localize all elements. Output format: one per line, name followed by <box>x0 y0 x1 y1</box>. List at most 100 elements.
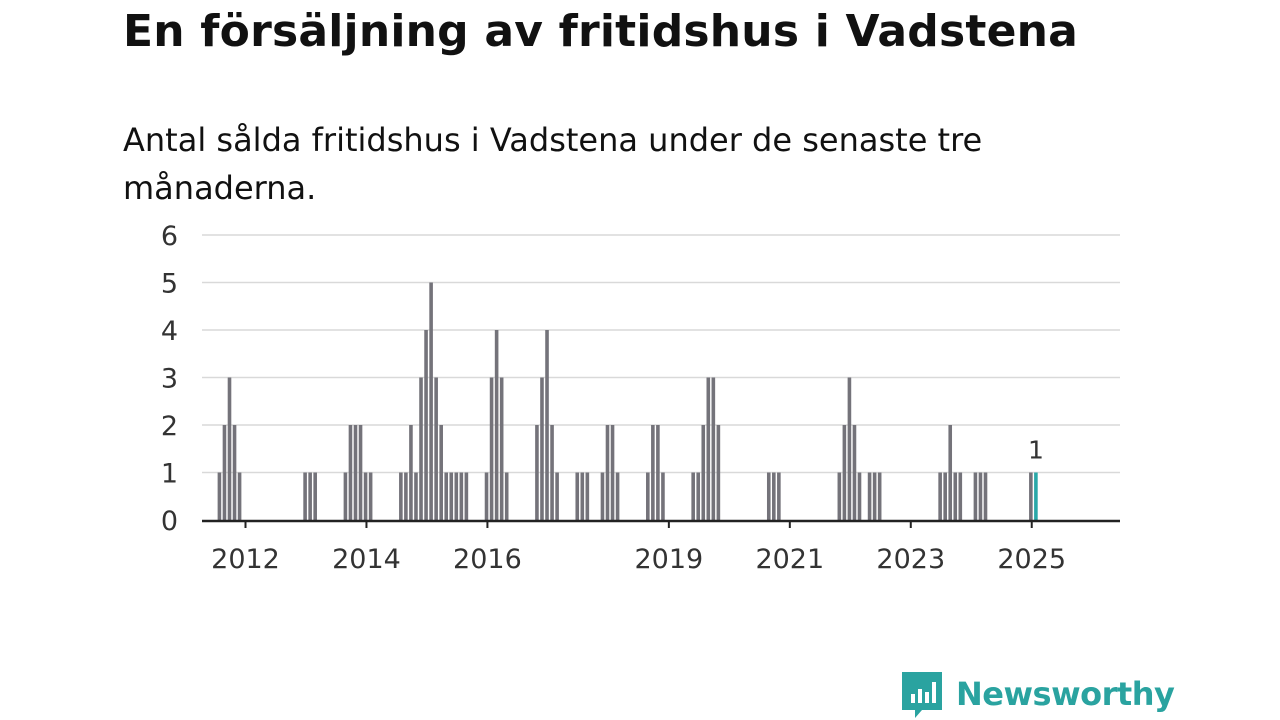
bar <box>953 472 958 520</box>
x-tick-label: 2014 <box>332 544 401 575</box>
bar <box>439 425 443 520</box>
bar <box>414 472 418 520</box>
newsworthy-logo: Newsworthy <box>902 670 1175 718</box>
bar <box>691 472 695 520</box>
bar <box>232 425 237 520</box>
bar <box>656 425 660 520</box>
bar <box>540 377 544 520</box>
bar <box>444 472 449 520</box>
bar <box>454 472 459 520</box>
bar <box>348 425 353 520</box>
bar <box>701 425 706 520</box>
bar <box>545 330 549 520</box>
bar <box>857 472 862 520</box>
bar <box>459 472 464 520</box>
x-tick-label: 2021 <box>755 544 824 575</box>
bar <box>424 330 428 520</box>
bar <box>610 425 615 520</box>
bar <box>303 472 307 520</box>
bar <box>943 472 947 520</box>
bar <box>343 472 348 520</box>
y-axis-ticks: 0 1 2 3 4 5 6 <box>161 221 178 537</box>
bar <box>429 282 433 520</box>
bar <box>711 377 716 520</box>
bar <box>877 472 882 520</box>
bar <box>600 472 605 520</box>
y-tick-label: 4 <box>161 316 178 347</box>
bar <box>489 377 494 520</box>
bar <box>434 377 438 520</box>
bar <box>706 377 711 520</box>
bar-highlight <box>1034 472 1038 520</box>
bar <box>938 472 942 520</box>
bar <box>661 472 665 520</box>
bar <box>358 425 363 520</box>
x-tick-label: 2019 <box>635 544 704 575</box>
bar <box>227 377 232 520</box>
chart-subtitle: Antal sålda fritidshus i Vadstena under … <box>123 121 983 207</box>
brand-name: Newsworthy <box>956 675 1175 713</box>
bar <box>948 425 953 520</box>
bar <box>777 472 781 520</box>
bar <box>842 425 847 520</box>
bar <box>575 472 580 520</box>
bar <box>550 425 554 520</box>
gridlines <box>202 234 1120 474</box>
bar <box>1029 472 1033 520</box>
newsworthy-bar-chart-bubble-icon <box>902 672 942 718</box>
y-tick-label: 1 <box>161 459 178 490</box>
bar <box>449 472 454 520</box>
bar <box>615 472 620 520</box>
bar <box>651 425 655 520</box>
bar <box>237 472 242 520</box>
x-tick-label: 2023 <box>876 544 945 575</box>
bar <box>978 472 983 520</box>
bar <box>716 425 721 520</box>
x-tick-label: 2012 <box>211 544 280 575</box>
bar <box>837 472 842 520</box>
y-tick-label: 2 <box>161 411 178 442</box>
chart-title: En försäljning av fritidshus i Vadstena <box>123 6 1079 57</box>
bar <box>535 425 539 520</box>
bar <box>399 472 403 520</box>
bar <box>499 377 504 520</box>
y-tick-label: 0 <box>161 506 178 537</box>
bar <box>585 472 590 520</box>
bar <box>580 472 585 520</box>
bar <box>409 425 413 520</box>
bar <box>368 472 373 520</box>
bar <box>313 472 317 520</box>
bar <box>958 472 963 520</box>
bar <box>464 472 469 520</box>
bar <box>222 425 227 520</box>
bars <box>217 282 1038 520</box>
bar <box>217 472 222 520</box>
bar <box>404 472 408 520</box>
bar <box>696 472 701 520</box>
bar <box>494 330 499 520</box>
bar <box>308 472 312 520</box>
bar <box>504 472 509 520</box>
y-tick-label: 6 <box>161 221 178 252</box>
y-tick-label: 3 <box>161 364 178 395</box>
bar <box>484 472 489 520</box>
bar <box>646 472 650 520</box>
bar <box>766 472 771 520</box>
bar <box>983 472 988 520</box>
bar <box>867 472 872 520</box>
data-labels: 1 <box>1028 436 1044 465</box>
bar <box>973 472 978 520</box>
bar <box>353 425 358 520</box>
x-tick-label: 2025 <box>997 544 1066 575</box>
bar <box>772 472 776 520</box>
y-tick-label: 5 <box>161 269 178 300</box>
bar <box>419 377 423 520</box>
x-axis-ticks: 2012 2014 2016 2019 2021 2023 2025 <box>211 520 1066 575</box>
data-label: 1 <box>1028 436 1044 465</box>
bar <box>555 472 559 520</box>
bar <box>363 472 368 520</box>
bar <box>847 377 852 520</box>
x-tick-label: 2016 <box>453 544 522 575</box>
bar <box>605 425 610 520</box>
